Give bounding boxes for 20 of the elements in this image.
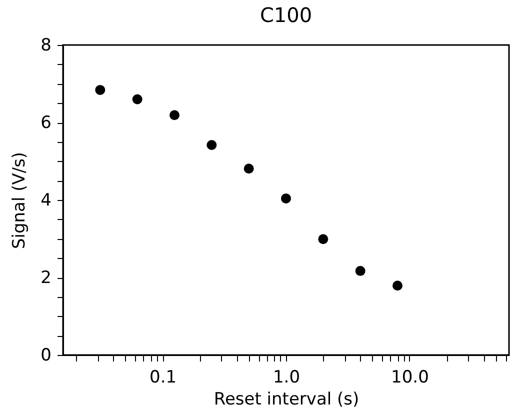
point: [170, 110, 180, 120]
point: [355, 266, 366, 276]
x-tick-label: 0.1: [150, 368, 177, 388]
point: [392, 280, 402, 291]
point: [318, 234, 328, 244]
point: [281, 193, 291, 204]
point: [132, 94, 142, 104]
y-tick-label: 8: [40, 36, 52, 56]
chart-title: C100: [260, 3, 312, 27]
y-tick-label: 0: [40, 346, 52, 366]
x-axis-title: Reset interval (s): [214, 390, 360, 410]
point: [95, 84, 106, 95]
y-tick-label: 6: [40, 113, 52, 133]
y-tick-label: 2: [40, 268, 52, 288]
y-tick-label: 4: [40, 190, 52, 210]
y-axis-title: Signal (V/s): [10, 152, 30, 250]
point: [206, 140, 217, 150]
x-tick-label: 1.0: [272, 368, 300, 388]
x-tick-label: 10.0: [391, 368, 429, 388]
point: [244, 164, 254, 174]
